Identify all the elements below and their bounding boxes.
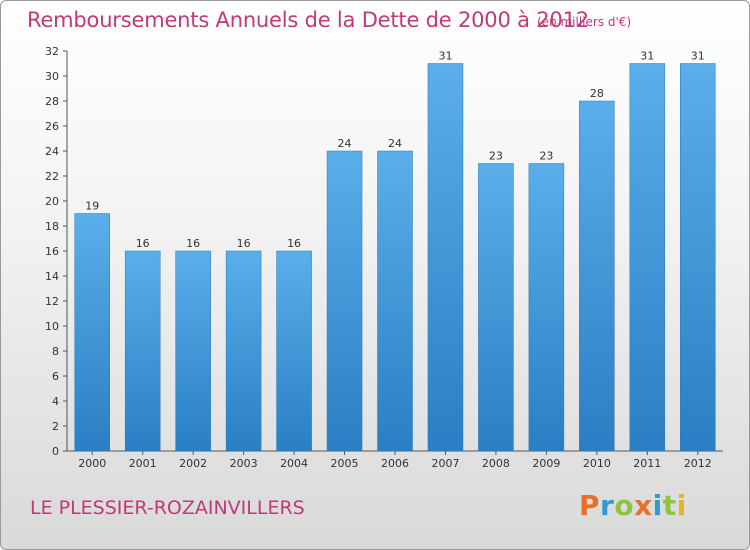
logo-letter: i [652, 489, 663, 522]
logo-letter: i [676, 489, 687, 522]
bar [276, 250, 312, 452]
y-tick-label: 18 [45, 220, 59, 233]
data-label: 31 [438, 50, 452, 63]
y-tick-label: 26 [45, 120, 59, 133]
data-label: 16 [186, 237, 200, 250]
bar [680, 63, 716, 452]
bar [478, 163, 514, 452]
y-tick-label: 6 [52, 370, 59, 383]
data-label: 16 [136, 237, 150, 250]
commune-name: LE PLESSIER-ROZAINVILLERS [30, 497, 305, 519]
y-tick-label: 12 [45, 295, 59, 308]
data-label: 28 [590, 87, 604, 100]
x-tick-label: 2005 [331, 457, 359, 470]
x-tick-label: 2003 [230, 457, 258, 470]
x-tick-label: 2001 [129, 457, 157, 470]
chart-subtitle: (en milliers d'€) [537, 15, 632, 29]
bar [326, 150, 363, 452]
y-tick-label: 0 [52, 445, 59, 458]
bar [528, 163, 565, 452]
y-tick-label: 24 [45, 145, 59, 158]
logo-letter: t [662, 489, 677, 522]
x-tick-label: 2009 [532, 457, 560, 470]
y-tick-label: 16 [45, 245, 59, 258]
logo-letter: P [579, 489, 601, 522]
y-tick-label: 2 [52, 420, 59, 433]
data-label: 16 [237, 237, 251, 250]
chart-title: Remboursements Annuels de la Dette de 20… [27, 8, 589, 32]
x-tick-label: 2002 [179, 457, 207, 470]
proxiti-logo: Proxiti [579, 489, 687, 522]
data-label: 31 [691, 50, 705, 63]
data-label: 24 [388, 137, 402, 150]
x-tick-label: 2007 [431, 457, 459, 470]
x-tick-label: 2008 [482, 457, 510, 470]
y-tick-label: 30 [45, 70, 59, 83]
bar [427, 63, 464, 452]
logo-letter: x [634, 489, 653, 522]
bar [225, 250, 262, 452]
bar [629, 63, 666, 452]
logo-letter: r [600, 489, 615, 522]
x-tick-label: 2006 [381, 457, 409, 470]
data-label: 19 [85, 200, 99, 213]
x-tick-label: 2004 [280, 457, 308, 470]
data-label: 23 [539, 150, 553, 163]
data-label: 23 [489, 150, 503, 163]
data-label: 31 [640, 50, 654, 63]
y-tick-label: 8 [52, 345, 59, 358]
x-tick-label: 2010 [583, 457, 611, 470]
bar [124, 250, 161, 452]
y-tick-label: 28 [45, 95, 59, 108]
x-tick-label: 2012 [684, 457, 712, 470]
y-tick-label: 32 [45, 45, 59, 58]
x-tick-label: 2000 [78, 457, 106, 470]
y-tick-label: 10 [45, 320, 59, 333]
y-tick-label: 20 [45, 195, 59, 208]
bar [579, 100, 615, 452]
y-tick-label: 22 [45, 170, 59, 183]
y-tick-label: 14 [45, 270, 59, 283]
x-tick-label: 2011 [633, 457, 661, 470]
data-label: 24 [338, 137, 352, 150]
bar [377, 150, 413, 452]
data-label: 16 [287, 237, 301, 250]
logo-letter: o [614, 489, 635, 522]
bar [74, 213, 110, 452]
bar [175, 250, 211, 452]
y-tick-label: 4 [52, 395, 59, 408]
